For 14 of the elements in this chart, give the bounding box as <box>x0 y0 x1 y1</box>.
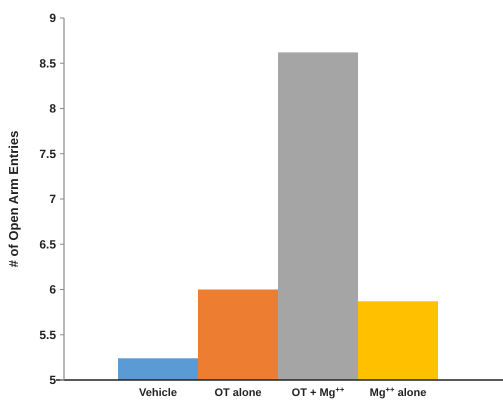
x-tick-label: Mg$^{++}$ alone <box>370 384 426 399</box>
x-tick-label: OT alone <box>214 387 262 399</box>
y-tick-label: 6 <box>49 282 56 297</box>
y-tick-label: 7 <box>49 192 56 206</box>
y-tick-label: 7.5 <box>39 146 56 161</box>
y-tick-label: 9 <box>49 11 56 26</box>
y-tick-label: 8.5 <box>39 56 56 70</box>
x-tick-label: Vehicle <box>139 387 177 399</box>
x-tick-label: OT + Mg$^{++}$ <box>292 384 345 399</box>
y-tick-label: 5.5 <box>39 328 56 342</box>
y-axis-title: # of Open Arm Entries <box>6 130 21 268</box>
y-tick-label: 8 <box>49 102 56 116</box>
y-tick-label: 5 <box>49 373 56 388</box>
y-tick-label: 6.5 <box>39 237 56 252</box>
